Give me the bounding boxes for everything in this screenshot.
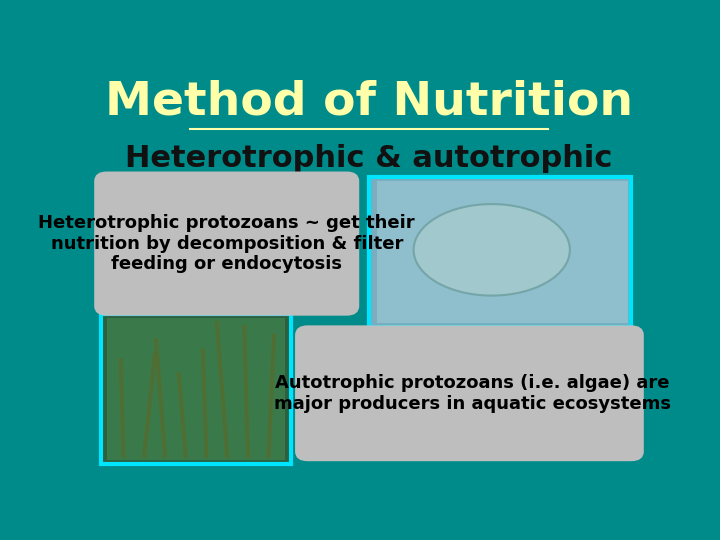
FancyBboxPatch shape <box>369 177 631 327</box>
Text: Autotrophic protozoans (i.e. algae) are
major producers in aquatic ecosystems: Autotrophic protozoans (i.e. algae) are … <box>274 374 671 413</box>
FancyBboxPatch shape <box>96 173 358 314</box>
FancyBboxPatch shape <box>107 319 285 460</box>
FancyBboxPatch shape <box>377 181 629 322</box>
Text: Method of Nutrition: Method of Nutrition <box>105 80 633 125</box>
Text: Heterotrophic & autotrophic: Heterotrophic & autotrophic <box>125 144 613 173</box>
Text: Heterotrophic protozoans ~ get their
nutrition by decomposition & filter
feeding: Heterotrophic protozoans ~ get their nut… <box>38 214 415 273</box>
FancyBboxPatch shape <box>297 327 642 460</box>
FancyBboxPatch shape <box>101 314 291 464</box>
Ellipse shape <box>413 204 570 295</box>
